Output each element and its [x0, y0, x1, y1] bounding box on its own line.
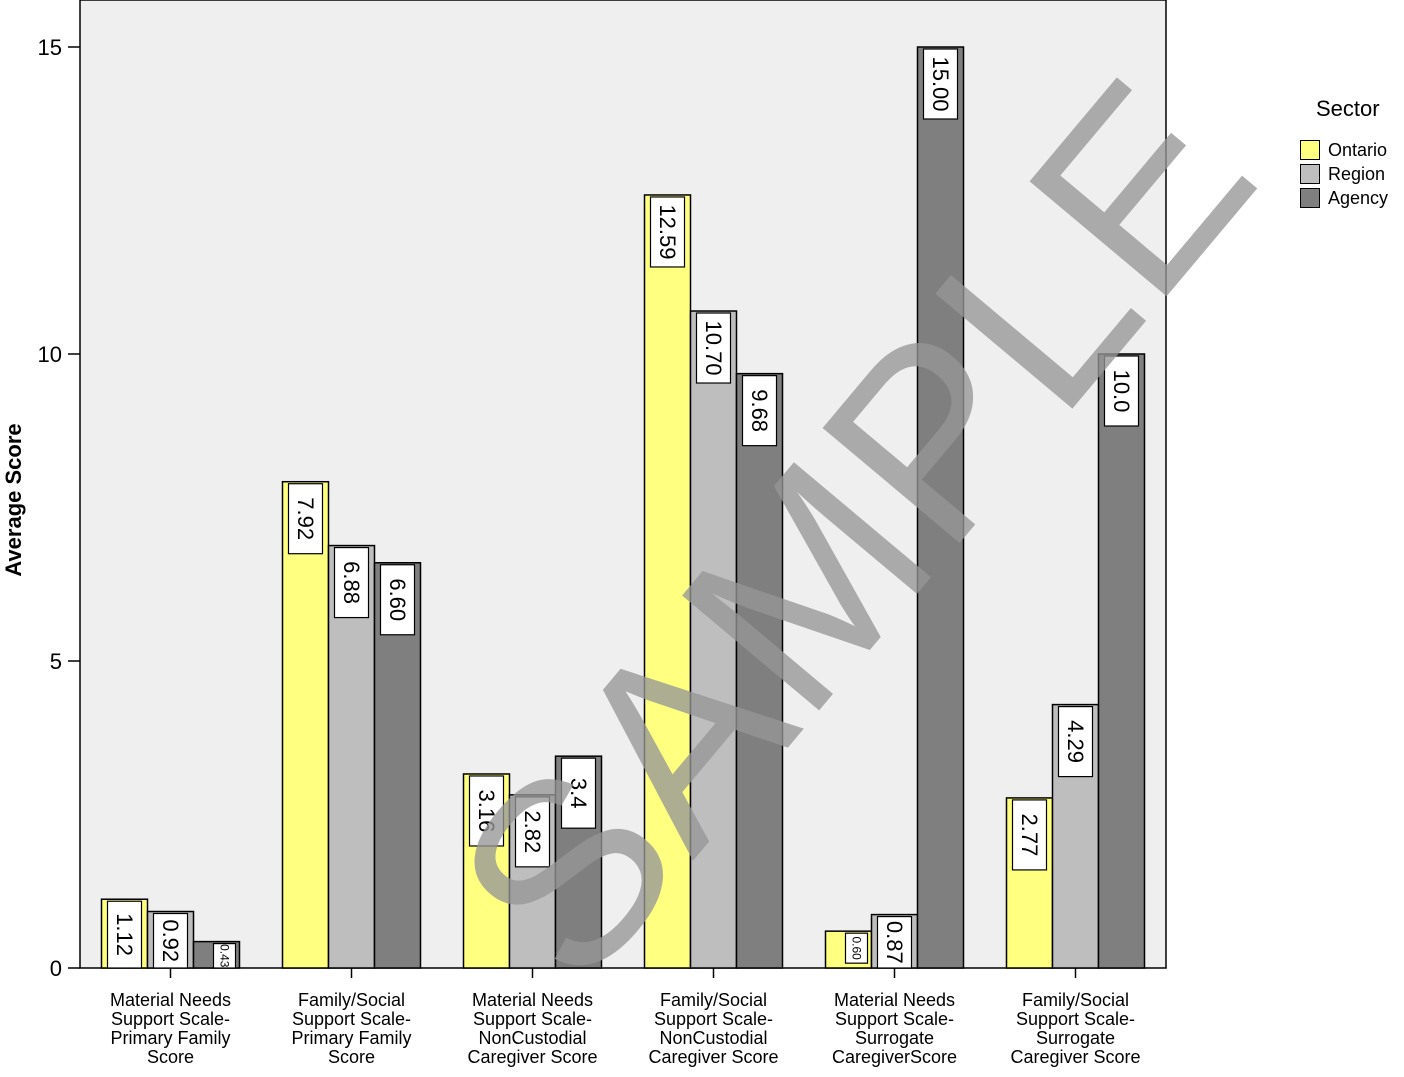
- x-category-label-line: CaregiverScore: [832, 1047, 957, 1067]
- x-category-label-line: Material Needs: [110, 990, 231, 1010]
- x-category-label-line: Family/Social: [1022, 990, 1129, 1010]
- value-label: 4.29: [1063, 720, 1088, 763]
- value-label: 3.4: [566, 778, 591, 809]
- legend-item-region: Region: [1300, 162, 1400, 186]
- legend-swatch-ontario: [1300, 140, 1320, 160]
- value-label: 2.77: [1017, 814, 1042, 857]
- value-label-box: [152, 912, 189, 969]
- x-category-label-line: Family/Social: [298, 990, 405, 1010]
- legend-swatch-region: [1300, 164, 1320, 184]
- x-category-label-line: Support Scale-: [1016, 1009, 1135, 1029]
- x-category-label-line: Caregiver Score: [648, 1047, 778, 1067]
- y-tick-label: 0: [50, 956, 62, 981]
- x-category-label-line: Material Needs: [472, 990, 593, 1010]
- value-label: 0.43: [218, 944, 232, 968]
- x-category-label-line: Material Needs: [834, 990, 955, 1010]
- y-tick-label: 10: [38, 342, 62, 367]
- value-label-box: [468, 775, 505, 847]
- value-label: 0.92: [158, 919, 183, 962]
- x-category-label-line: Support Scale-: [111, 1009, 230, 1029]
- value-label-box: [333, 546, 370, 619]
- x-category-label-line: Support Scale-: [292, 1009, 411, 1029]
- legend-item-ontario: Ontario: [1300, 138, 1400, 162]
- plot-area: [79, 0, 1167, 969]
- value-label-box: [741, 375, 778, 447]
- x-category-label-line: Caregiver Score: [467, 1047, 597, 1067]
- value-label: 3.16: [474, 790, 499, 833]
- bar-agency: [735, 372, 784, 969]
- legend-swatch-agency: [1300, 188, 1320, 208]
- legend-title: Sector: [1316, 96, 1380, 121]
- legend-label-region: Region: [1328, 163, 1386, 184]
- x-category-label-line: Score: [147, 1047, 194, 1067]
- value-label: 12.59: [655, 204, 680, 259]
- y-axis-title: Average Score: [1, 423, 26, 577]
- bar-ontario: [643, 194, 692, 969]
- value-label: 7.92: [293, 497, 318, 540]
- value-label-box: [1103, 355, 1140, 427]
- value-label: 0.60: [850, 936, 864, 960]
- legend: Sector Ontario Region Agency: [1300, 96, 1400, 210]
- x-category-label: Material Needs Support Scale-Primary Fami…: [110, 990, 231, 1067]
- value-label: 6.88: [339, 561, 364, 604]
- x-category-label-line: Support Scale-: [473, 1009, 592, 1029]
- x-category-label-line: Surrogate: [855, 1028, 934, 1048]
- value-label-box: [212, 942, 237, 969]
- value-label-box: [649, 196, 686, 268]
- x-category-label-line: Support Scale-: [835, 1009, 954, 1029]
- x-category-label-line: Family/Social: [660, 990, 767, 1010]
- x-category-label: Family/Social Support Scale-NonCustodial C…: [648, 990, 778, 1067]
- value-label: 10.70: [701, 320, 726, 375]
- value-label: 15.00: [928, 56, 953, 111]
- bar-region: [689, 310, 738, 969]
- x-category-label: Material Needs Support Scale-NonCustodial…: [467, 990, 597, 1067]
- value-label-box: [106, 900, 143, 969]
- bar-agency: [916, 46, 965, 969]
- value-label-box: [560, 757, 597, 829]
- value-label-box: [287, 483, 324, 555]
- value-label-box: [876, 915, 913, 969]
- x-category-label-line: NonCustodial: [478, 1028, 586, 1048]
- x-category-label: Material Needs Support Scale-Surrogate Car…: [832, 990, 957, 1067]
- value-label: 9.68: [747, 389, 772, 432]
- value-label-box: [844, 932, 869, 964]
- value-label-box: [379, 564, 416, 636]
- value-label: 0.87: [882, 921, 907, 964]
- x-category-label: Family/Social Support Scale-Surrogate Care…: [1010, 990, 1140, 1067]
- bar-ontario: [281, 480, 330, 969]
- x-category-label-line: Surrogate: [1036, 1028, 1115, 1048]
- y-tick-label: 15: [38, 35, 62, 60]
- value-label: 6.60: [385, 578, 410, 621]
- legend-item-agency: Agency: [1300, 186, 1400, 210]
- legend-label-ontario: Ontario: [1328, 139, 1388, 160]
- value-label: 10.0: [1109, 370, 1134, 413]
- value-label-box: [1011, 799, 1048, 871]
- y-tick-label: 5: [50, 649, 62, 674]
- value-label: 2.82: [520, 810, 545, 853]
- x-category-label-line: Caregiver Score: [1010, 1047, 1140, 1067]
- value-label-box: [514, 796, 551, 868]
- x-category-label: Family/Social Support Scale-Primary Famil…: [292, 990, 412, 1067]
- value-label-box: [922, 48, 959, 120]
- x-category-label-line: Score: [328, 1047, 375, 1067]
- value-label: 1.12: [112, 913, 137, 956]
- value-label-box: [1057, 705, 1094, 778]
- legend-label-agency: Agency: [1328, 187, 1389, 208]
- value-label-box: [695, 312, 732, 384]
- bar-agency: [1097, 353, 1146, 969]
- x-category-label-line: Primary Family: [111, 1028, 231, 1048]
- x-category-label-line: Primary Family: [292, 1028, 412, 1048]
- x-category-label-line: NonCustodial: [659, 1028, 767, 1048]
- x-category-label-line: Support Scale-: [654, 1009, 773, 1029]
